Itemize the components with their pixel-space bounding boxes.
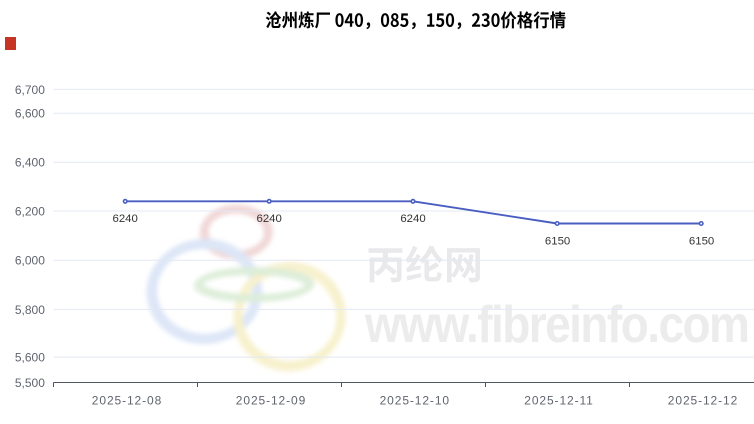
svg-text:2025-12-08: 2025-12-08 <box>92 394 162 408</box>
svg-text:6150: 6150 <box>689 236 714 248</box>
svg-text:6,400: 6,400 <box>15 156 45 170</box>
svg-text:6,600: 6,600 <box>15 107 45 121</box>
svg-text:2025-12-09: 2025-12-09 <box>236 394 306 408</box>
svg-text:6,000: 6,000 <box>15 254 45 268</box>
svg-text:6,700: 6,700 <box>15 83 45 97</box>
svg-text:5,500: 5,500 <box>15 376 45 390</box>
svg-text:6,200: 6,200 <box>15 205 45 219</box>
svg-text:6150: 6150 <box>545 236 570 248</box>
svg-text:6240: 6240 <box>113 213 138 225</box>
svg-text:2025-12-12: 2025-12-12 <box>668 394 738 408</box>
svg-text:6240: 6240 <box>400 213 425 225</box>
svg-text:5,600: 5,600 <box>15 351 45 365</box>
svg-text:5,800: 5,800 <box>15 303 45 317</box>
svg-text:2025-12-11: 2025-12-11 <box>524 394 594 408</box>
svg-text:6240: 6240 <box>257 213 282 225</box>
svg-text:2025-12-10: 2025-12-10 <box>380 394 450 408</box>
